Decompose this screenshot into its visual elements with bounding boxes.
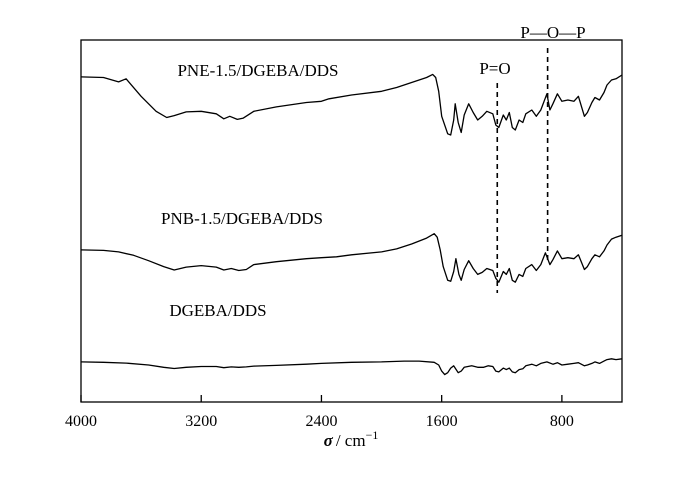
x-axis-title: σ / cm−1 bbox=[324, 428, 379, 450]
x-tick-label: 2400 bbox=[305, 413, 337, 430]
x-tick-label: 4000 bbox=[65, 413, 97, 430]
x-tick-label: 800 bbox=[550, 413, 574, 430]
series-line-3 bbox=[80, 358, 623, 376]
x-tick-label: 1600 bbox=[426, 413, 458, 430]
series-labels: PNE-1.5/DGEBA/DDS PNB-1.5/DGEBA/DDS DGEBA/… bbox=[161, 61, 339, 320]
annotation-markers bbox=[496, 48, 549, 293]
spectra bbox=[80, 73, 623, 376]
x-tick-label: 3200 bbox=[185, 413, 217, 430]
annotation-labels: P=O P—O—P bbox=[479, 23, 585, 78]
series-line-1 bbox=[80, 73, 623, 136]
plot-frame bbox=[80, 39, 623, 403]
series-label-1: PNE-1.5/DGEBA/DDS bbox=[177, 61, 338, 80]
x-axis-symbol: σ bbox=[324, 431, 334, 450]
annotation-label-1: P=O bbox=[479, 59, 510, 78]
series-label-2: PNB-1.5/DGEBA/DDS bbox=[161, 209, 323, 228]
x-ticks bbox=[80, 395, 563, 402]
x-axis-unit: / cm bbox=[336, 431, 366, 450]
x-tick-labels: 4000 3200 2400 1600 800 bbox=[65, 413, 574, 430]
x-axis-exponent: −1 bbox=[366, 428, 379, 442]
series-label-3: DGEBA/DDS bbox=[169, 301, 266, 320]
series-line-2 bbox=[80, 233, 623, 283]
annotation-label-2: P—O—P bbox=[520, 23, 585, 42]
